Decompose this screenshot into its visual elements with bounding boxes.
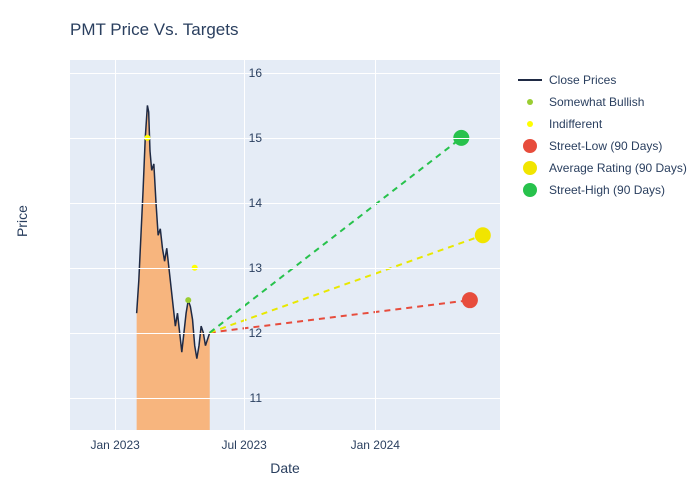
plot-svg [70,60,500,430]
gridline-h [70,138,500,139]
x-tick: Jul 2023 [221,438,266,452]
x-tick: Jan 2024 [351,438,400,452]
legend-marker [515,183,545,197]
legend-item[interactable]: Close Prices [515,70,687,89]
y-tick: 14 [249,196,262,210]
gridline-h [70,268,500,269]
legend-item[interactable]: Average Rating (90 Days) [515,158,687,177]
plot-area [70,60,500,430]
gridline-h [70,203,500,204]
legend-marker [515,79,545,81]
y-tick: 11 [250,391,262,405]
legend-item[interactable]: Indifferent [515,114,687,133]
rating-marker [185,297,191,303]
target-projection-line [210,235,483,332]
y-tick: 15 [249,131,262,145]
legend-item[interactable]: Street-High (90 Days) [515,180,687,199]
legend-label: Average Rating (90 Days) [549,161,687,175]
gridline-h [70,73,500,74]
target-projection-line [210,138,462,333]
legend: Close Prices Somewhat Bullish Indifferen… [515,70,687,202]
legend-label: Somewhat Bullish [549,95,644,109]
chart-title: PMT Price Vs. Targets [70,20,238,40]
legend-marker [515,139,545,153]
target-marker [462,292,478,308]
y-tick: 13 [249,261,262,275]
gridline-v [115,60,116,430]
legend-label: Street-Low (90 Days) [549,139,662,153]
gridline-h [70,398,500,399]
legend-label: Close Prices [549,73,616,87]
legend-marker [515,121,545,127]
legend-label: Street-High (90 Days) [549,183,665,197]
gridline-h [70,333,500,334]
y-axis-label: Price [14,205,30,237]
legend-marker [515,99,545,105]
legend-item[interactable]: Street-Low (90 Days) [515,136,687,155]
target-marker [475,227,491,243]
x-axis-label: Date [270,460,300,476]
x-tick: Jan 2023 [90,438,139,452]
gridline-v [375,60,376,430]
gridline-v [244,60,245,430]
chart-container: PMT Price Vs. Targets Price Date Close P… [0,0,700,500]
y-tick: 16 [249,66,262,80]
legend-marker [515,161,545,175]
legend-label: Indifferent [549,117,602,131]
legend-item[interactable]: Somewhat Bullish [515,92,687,111]
y-tick: 12 [249,326,262,340]
